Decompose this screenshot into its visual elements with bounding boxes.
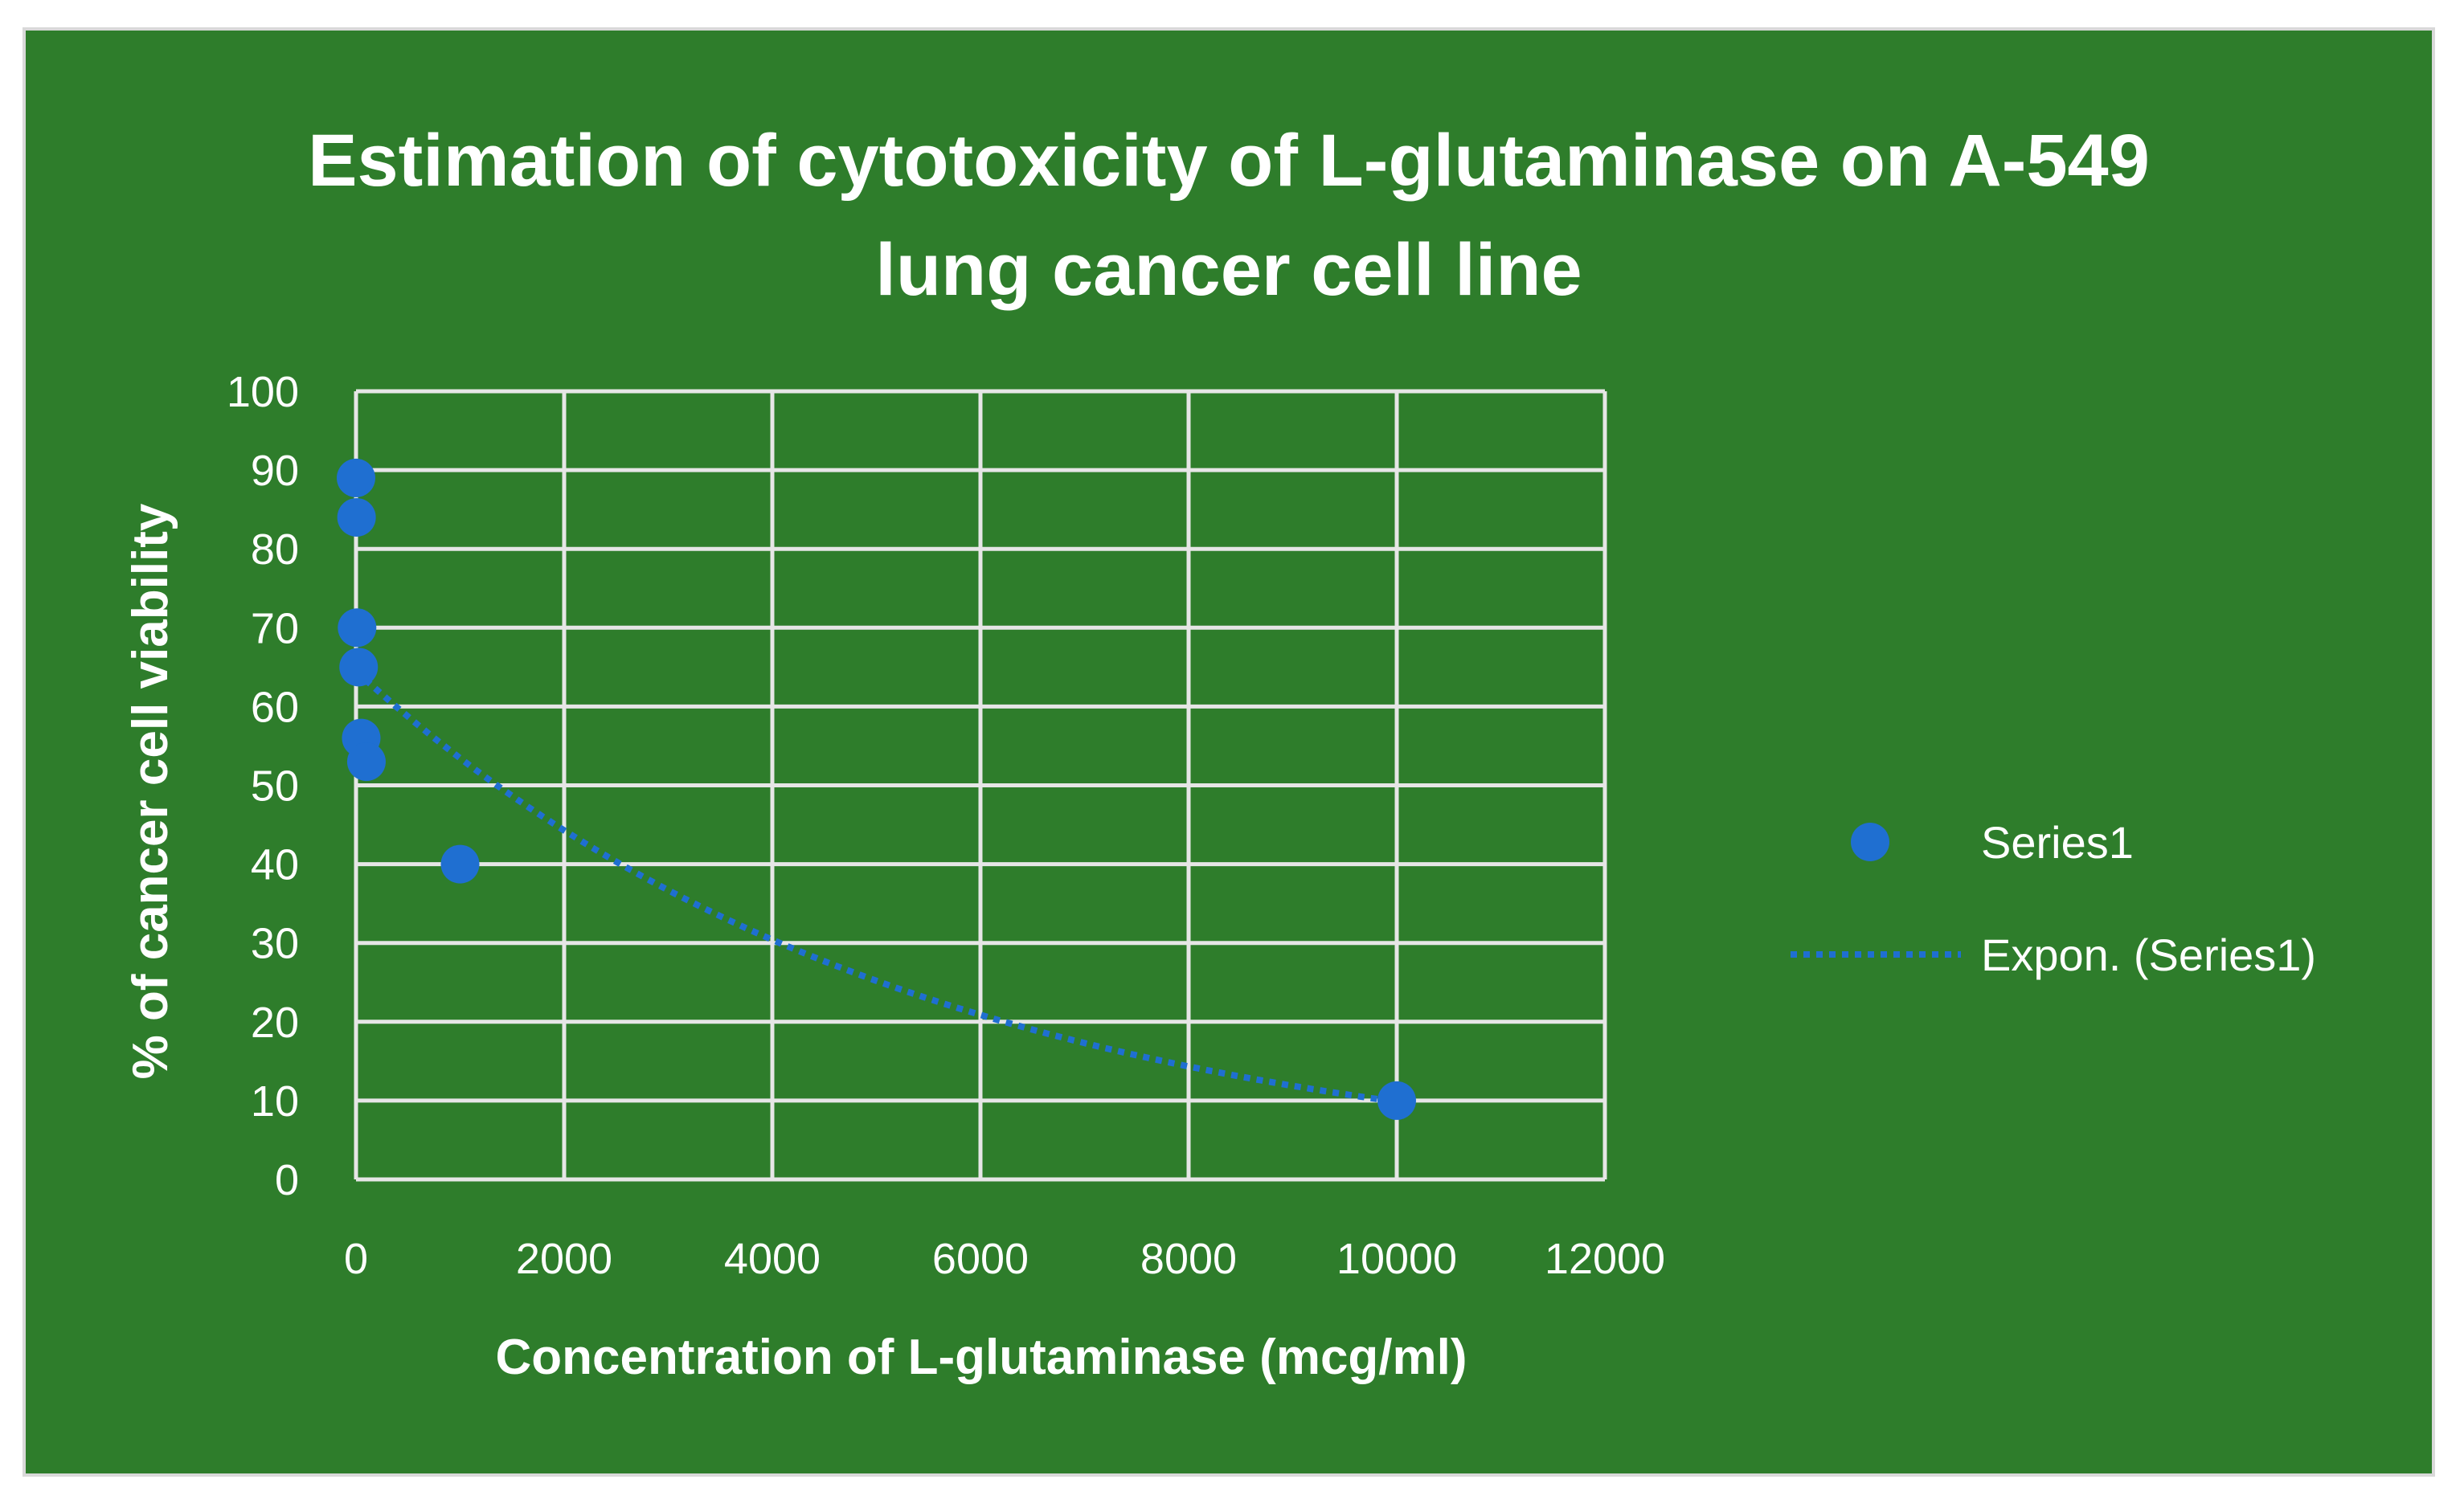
data-point (346, 742, 386, 782)
chart-title-container: Estimation of cytotoxicity of L-glutamin… (26, 95, 2432, 336)
legend-label-series1: Series1 (1981, 817, 2134, 868)
y-tick-label: 0 (275, 1156, 299, 1204)
y-tick-label: 40 (251, 841, 299, 889)
x-tick-label: 6000 (932, 1235, 1029, 1283)
y-tick-label: 30 (251, 920, 299, 968)
x-tick-label: 0 (344, 1235, 368, 1283)
data-point (338, 608, 377, 648)
data-point (1377, 1081, 1416, 1120)
y-tick-label: 60 (251, 683, 299, 731)
grid-lines (354, 389, 1607, 1182)
y-tick-label: 10 (251, 1077, 299, 1126)
y-axis-title: % of cancer cell viability (123, 503, 178, 1079)
x-tick-label: 4000 (724, 1235, 821, 1283)
trendline-layer (354, 668, 1398, 1105)
tick-labels: 0 10 20 30 40 50 60 70 80 90 100 0 2000 4000 6000 8000 1… (227, 368, 1665, 1283)
legend: Series1 Expon. (Series1) (1791, 817, 2316, 980)
y-tick-label: 20 (251, 999, 299, 1047)
y-tick-label: 100 (227, 368, 299, 416)
chart-title: Estimation of cytotoxicity of L-glutamin… (308, 120, 2150, 311)
y-tick-label: 80 (251, 525, 299, 574)
legend-label-trendline: Expon. (Series1) (1981, 930, 2316, 980)
x-axis-title: Concentration of L-glutaminase (mcg/ml) (495, 1330, 1467, 1385)
x-tick-label: 10000 (1336, 1235, 1457, 1283)
x-tick-label: 12000 (1545, 1235, 1665, 1283)
data-points (337, 458, 1416, 1120)
x-tick-label: 2000 (516, 1235, 612, 1283)
x-tick-label: 8000 (1140, 1235, 1237, 1283)
y-tick-label: 50 (251, 762, 299, 811)
y-tick-label: 70 (251, 604, 299, 652)
data-point (337, 458, 375, 497)
data-point (339, 648, 379, 687)
data-point (440, 844, 480, 884)
legend-marker-series1 (1851, 823, 1889, 861)
trendline-exponential (354, 668, 1398, 1105)
chart-frame: Estimation of cytotoxicity of L-glutamin… (23, 27, 2435, 1477)
y-tick-label: 90 (251, 447, 299, 495)
data-point (337, 497, 376, 537)
